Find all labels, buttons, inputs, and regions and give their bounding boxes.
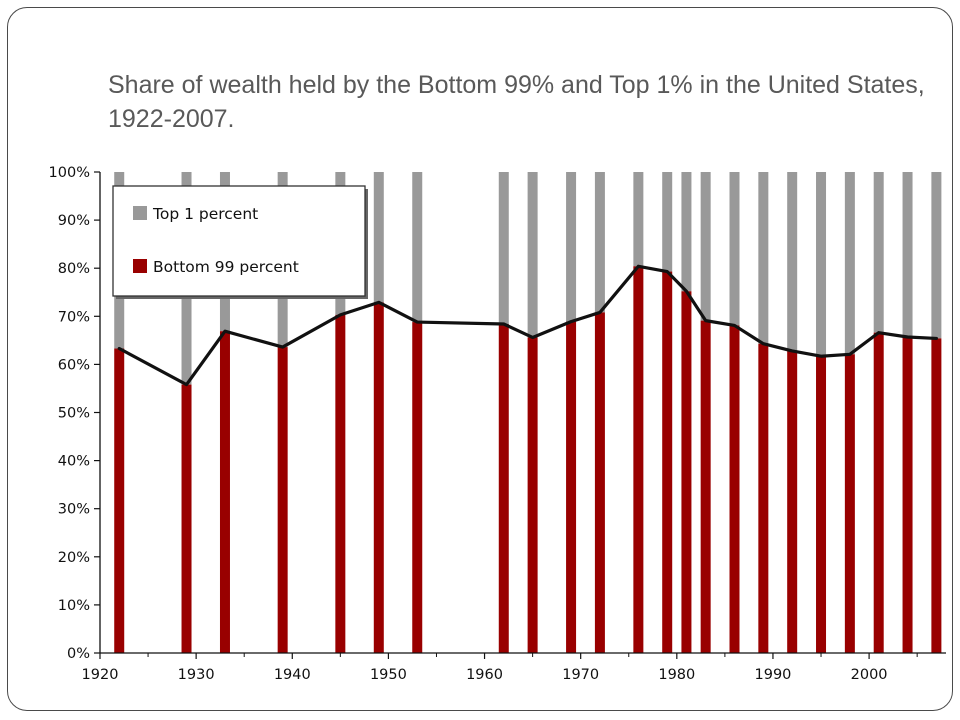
y-tick-label: 60%	[58, 357, 90, 373]
bar-top-1-percent	[681, 172, 692, 292]
bar-bottom-99-percent	[700, 320, 711, 653]
y-tick-label: 10%	[58, 598, 90, 614]
y-tick-label: 40%	[58, 454, 90, 470]
bar-bottom-99-percent	[816, 356, 827, 653]
bar-bottom-99-percent	[931, 338, 942, 653]
bar-bottom-99-percent	[902, 336, 913, 653]
y-tick-label: 70%	[58, 309, 90, 325]
bar-bottom-99-percent	[662, 271, 673, 653]
legend-swatch	[133, 206, 147, 220]
bar-bottom-99-percent	[729, 325, 740, 653]
bar-top-1-percent	[594, 172, 605, 313]
y-tick-label: 50%	[58, 406, 90, 422]
bar-top-1-percent	[633, 172, 644, 267]
x-tick-label: 1920	[82, 667, 119, 683]
legend-box	[112, 185, 366, 297]
x-tick-label: 2000	[851, 667, 888, 683]
y-tick-label: 90%	[58, 213, 90, 229]
bar-bottom-99-percent	[412, 322, 423, 653]
x-tick-label: 1970	[562, 667, 599, 683]
bar-top-1-percent	[873, 172, 884, 333]
bar-top-1-percent	[816, 172, 827, 357]
bar-bottom-99-percent	[681, 291, 692, 653]
x-tick-label: 1940	[274, 667, 311, 683]
bar-bottom-99-percent	[594, 312, 605, 653]
x-tick-label: 1980	[658, 667, 695, 683]
bar-top-1-percent	[566, 172, 577, 322]
bar-top-1-percent	[412, 172, 423, 323]
bar-top-1-percent	[700, 172, 711, 321]
bar-top-1-percent	[787, 172, 798, 351]
legend-swatch	[133, 259, 147, 273]
bar-top-1-percent	[844, 172, 855, 355]
bar-bottom-99-percent	[219, 331, 230, 653]
bar-bottom-99-percent	[527, 337, 538, 653]
bar-top-1-percent	[662, 172, 673, 272]
bar-top-1-percent	[902, 172, 913, 337]
legend-label: Top 1 percent	[152, 205, 258, 223]
bar-bottom-99-percent	[566, 321, 577, 653]
x-tick-label: 1950	[370, 667, 407, 683]
y-tick-label: 30%	[58, 502, 90, 518]
bar-top-1-percent	[729, 172, 740, 326]
bar-bottom-99-percent	[787, 350, 798, 653]
x-tick-label: 1960	[466, 667, 503, 683]
bar-top-1-percent	[498, 172, 509, 324]
bar-bottom-99-percent	[873, 332, 884, 653]
x-tick-label: 1990	[755, 667, 792, 683]
bar-bottom-99-percent	[277, 347, 288, 653]
bar-bottom-99-percent	[758, 343, 769, 653]
bar-bottom-99-percent	[844, 354, 855, 653]
bar-bottom-99-percent	[114, 348, 125, 653]
y-tick-label: 100%	[49, 165, 90, 181]
bottom-99-trend-line	[117, 264, 938, 387]
legend-label: Bottom 99 percent	[153, 258, 299, 276]
bar-bottom-99-percent	[633, 266, 644, 653]
slide-title: Share of wealth held by the Bottom 99% a…	[108, 71, 925, 133]
bar-top-1-percent	[373, 172, 384, 303]
y-tick-label: 80%	[58, 261, 90, 277]
bar-top-1-percent	[758, 172, 769, 344]
y-tick-label: 0%	[67, 646, 90, 662]
bar-bottom-99-percent	[498, 323, 509, 653]
x-tick-label: 1930	[178, 667, 215, 683]
bar-top-1-percent	[527, 172, 538, 338]
bar-bottom-99-percent	[373, 302, 384, 653]
bar-bottom-99-percent	[181, 384, 192, 653]
bar-top-1-percent	[931, 172, 942, 339]
bar-bottom-99-percent	[335, 314, 346, 653]
y-tick-label: 20%	[58, 550, 90, 566]
